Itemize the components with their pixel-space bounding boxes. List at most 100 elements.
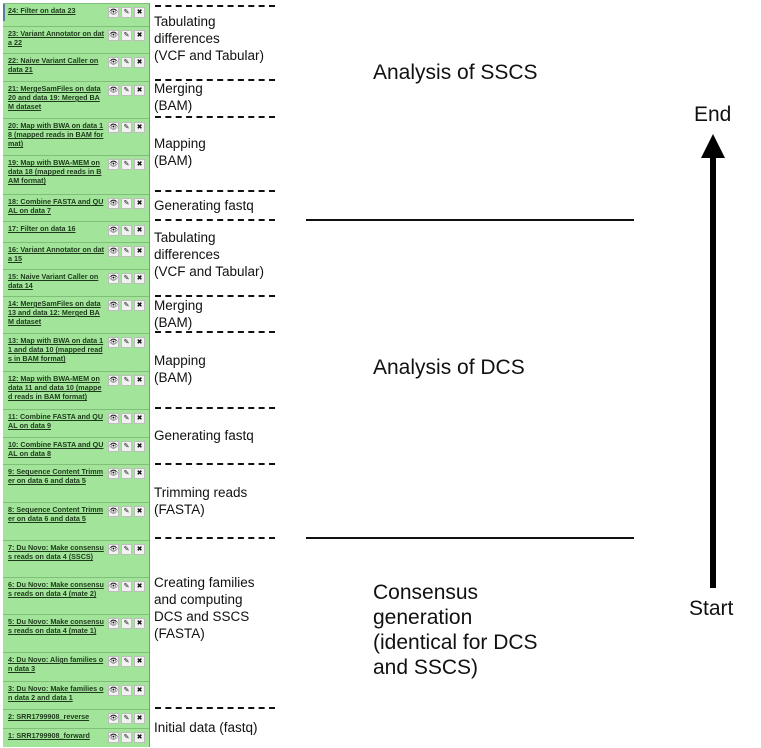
pencil-icon[interactable]: ✎ [121,581,132,592]
history-item-title[interactable]: 16: Variant Annotator on data 15 [8,245,104,263]
history-item[interactable]: 19: Map with BWA-MEM on data 18 (mapped … [3,155,149,194]
history-item-title[interactable]: 6: Du Novo: Make consensus reads on data… [8,580,104,598]
history-item[interactable]: 15: Naive Variant Caller on data 14 👁 ✎ ✖ [3,269,149,296]
pencil-icon[interactable]: ✎ [121,300,132,311]
history-item[interactable]: 10: Combine FASTA and QUAL on data 8 👁 ✎ ✖ [3,437,149,464]
close-icon[interactable]: ✖ [134,198,145,209]
pencil-icon[interactable]: ✎ [121,7,132,18]
eye-icon[interactable]: 👁 [108,225,119,236]
close-icon[interactable]: ✖ [134,468,145,479]
history-item-title[interactable]: 11: Combine FASTA and QUAL on data 9 [8,412,104,430]
history-item-title[interactable]: 12: Map with BWA-MEM on data 11 and data… [8,374,102,401]
history-item[interactable]: 13: Map with BWA on data 11 and data 10 … [3,333,149,371]
pencil-icon[interactable]: ✎ [121,413,132,424]
history-item[interactable]: 11: Combine FASTA and QUAL on data 9 👁 ✎ ✖ [3,409,149,437]
close-icon[interactable]: ✖ [134,85,145,96]
eye-icon[interactable]: 👁 [108,122,119,133]
eye-icon[interactable]: 👁 [108,300,119,311]
history-item-title[interactable]: 8: Sequence Content Trimmer on data 6 an… [8,505,104,523]
pencil-icon[interactable]: ✎ [121,544,132,555]
close-icon[interactable]: ✖ [134,713,145,724]
close-icon[interactable]: ✖ [134,375,145,386]
history-item[interactable]: 18: Combine FASTA and QUAL on data 7 👁 ✎ ✖ [3,194,149,221]
pencil-icon[interactable]: ✎ [121,273,132,284]
pencil-icon[interactable]: ✎ [121,713,132,724]
history-item[interactable]: 14: MergeSamFiles on data 13 and data 12… [3,296,149,333]
eye-icon[interactable]: 👁 [108,581,119,592]
history-item[interactable]: 7: Du Novo: Make consensus reads on data… [3,540,149,577]
eye-icon[interactable]: 👁 [108,713,119,724]
close-icon[interactable]: ✖ [134,273,145,284]
eye-icon[interactable]: 👁 [108,441,119,452]
close-icon[interactable]: ✖ [134,246,145,257]
pencil-icon[interactable]: ✎ [121,685,132,696]
close-icon[interactable]: ✖ [134,337,145,348]
history-item[interactable]: 17: Filter on data 16 👁 ✎ ✖ [3,221,149,242]
pencil-icon[interactable]: ✎ [121,656,132,667]
history-item-title[interactable]: 5: Du Novo: Make consensus reads on data… [8,617,104,635]
close-icon[interactable]: ✖ [134,506,145,517]
pencil-icon[interactable]: ✎ [121,337,132,348]
pencil-icon[interactable]: ✎ [121,122,132,133]
close-icon[interactable]: ✖ [134,441,145,452]
history-item[interactable]: 22: Naive Variant Caller on data 21 👁 ✎ ✖ [3,53,149,81]
history-item[interactable]: 3: Du Novo: Make families on data 2 and … [3,681,149,709]
history-item-title[interactable]: 3: Du Novo: Make families on data 2 and … [8,684,104,702]
eye-icon[interactable]: 👁 [108,468,119,479]
history-item[interactable]: 21: MergeSamFiles on data 20 and data 19… [3,81,149,118]
eye-icon[interactable]: 👁 [108,544,119,555]
history-item-title[interactable]: 24: Filter on data 23 [8,6,76,15]
close-icon[interactable]: ✖ [134,300,145,311]
close-icon[interactable]: ✖ [134,413,145,424]
close-icon[interactable]: ✖ [134,685,145,696]
close-icon[interactable]: ✖ [134,544,145,555]
pencil-icon[interactable]: ✎ [121,506,132,517]
eye-icon[interactable]: 👁 [108,246,119,257]
history-item-title[interactable]: 14: MergeSamFiles on data 13 and data 12… [8,299,101,326]
eye-icon[interactable]: 👁 [108,159,119,170]
eye-icon[interactable]: 👁 [108,732,119,743]
pencil-icon[interactable]: ✎ [121,618,132,629]
eye-icon[interactable]: 👁 [108,656,119,667]
close-icon[interactable]: ✖ [134,159,145,170]
history-item-title[interactable]: 15: Naive Variant Caller on data 14 [8,272,99,290]
close-icon[interactable]: ✖ [134,122,145,133]
history-item-title[interactable]: 2: SRR1799908_reverse [8,712,90,721]
history-item-title[interactable]: 1: SRR1799908_forward [8,731,90,740]
pencil-icon[interactable]: ✎ [121,246,132,257]
close-icon[interactable]: ✖ [134,30,145,41]
eye-icon[interactable]: 👁 [108,57,119,68]
close-icon[interactable]: ✖ [134,656,145,667]
history-item-title[interactable]: 7: Du Novo: Make consensus reads on data… [8,543,104,561]
pencil-icon[interactable]: ✎ [121,198,132,209]
history-item[interactable]: 4: Du Novo: Align families on data 3 👁 ✎ ✖ [3,652,149,681]
eye-icon[interactable]: 👁 [108,375,119,386]
history-item[interactable]: 24: Filter on data 23 👁 ✎ ✖ [3,3,149,26]
history-item-title[interactable]: 19: Map with BWA-MEM on data 18 (mapped … [8,158,102,185]
history-item[interactable]: 8: Sequence Content Trimmer on data 6 an… [3,502,149,540]
history-item-title[interactable]: 18: Combine FASTA and QUAL on data 7 [8,197,104,215]
close-icon[interactable]: ✖ [134,618,145,629]
history-item-title[interactable]: 13: Map with BWA on data 11 and data 10 … [8,336,104,363]
eye-icon[interactable]: 👁 [108,30,119,41]
eye-icon[interactable]: 👁 [108,337,119,348]
eye-icon[interactable]: 👁 [108,618,119,629]
pencil-icon[interactable]: ✎ [121,375,132,386]
history-item[interactable]: 16: Variant Annotator on data 15 👁 ✎ ✖ [3,242,149,269]
pencil-icon[interactable]: ✎ [121,441,132,452]
eye-icon[interactable]: 👁 [108,7,119,18]
eye-icon[interactable]: 👁 [108,85,119,96]
history-item[interactable]: 6: Du Novo: Make consensus reads on data… [3,577,149,614]
history-item[interactable]: 1: SRR1799908_forward 👁 ✎ ✖ [3,728,149,747]
history-item-title[interactable]: 10: Combine FASTA and QUAL on data 8 [8,440,104,458]
history-item-title[interactable]: 22: Naive Variant Caller on data 21 [8,56,99,74]
eye-icon[interactable]: 👁 [108,273,119,284]
close-icon[interactable]: ✖ [134,225,145,236]
pencil-icon[interactable]: ✎ [121,30,132,41]
pencil-icon[interactable]: ✎ [121,57,132,68]
history-item-title[interactable]: 4: Du Novo: Align families on data 3 [8,655,104,673]
history-item[interactable]: 2: SRR1799908_reverse 👁 ✎ ✖ [3,709,149,728]
close-icon[interactable]: ✖ [134,732,145,743]
eye-icon[interactable]: 👁 [108,198,119,209]
eye-icon[interactable]: 👁 [108,413,119,424]
